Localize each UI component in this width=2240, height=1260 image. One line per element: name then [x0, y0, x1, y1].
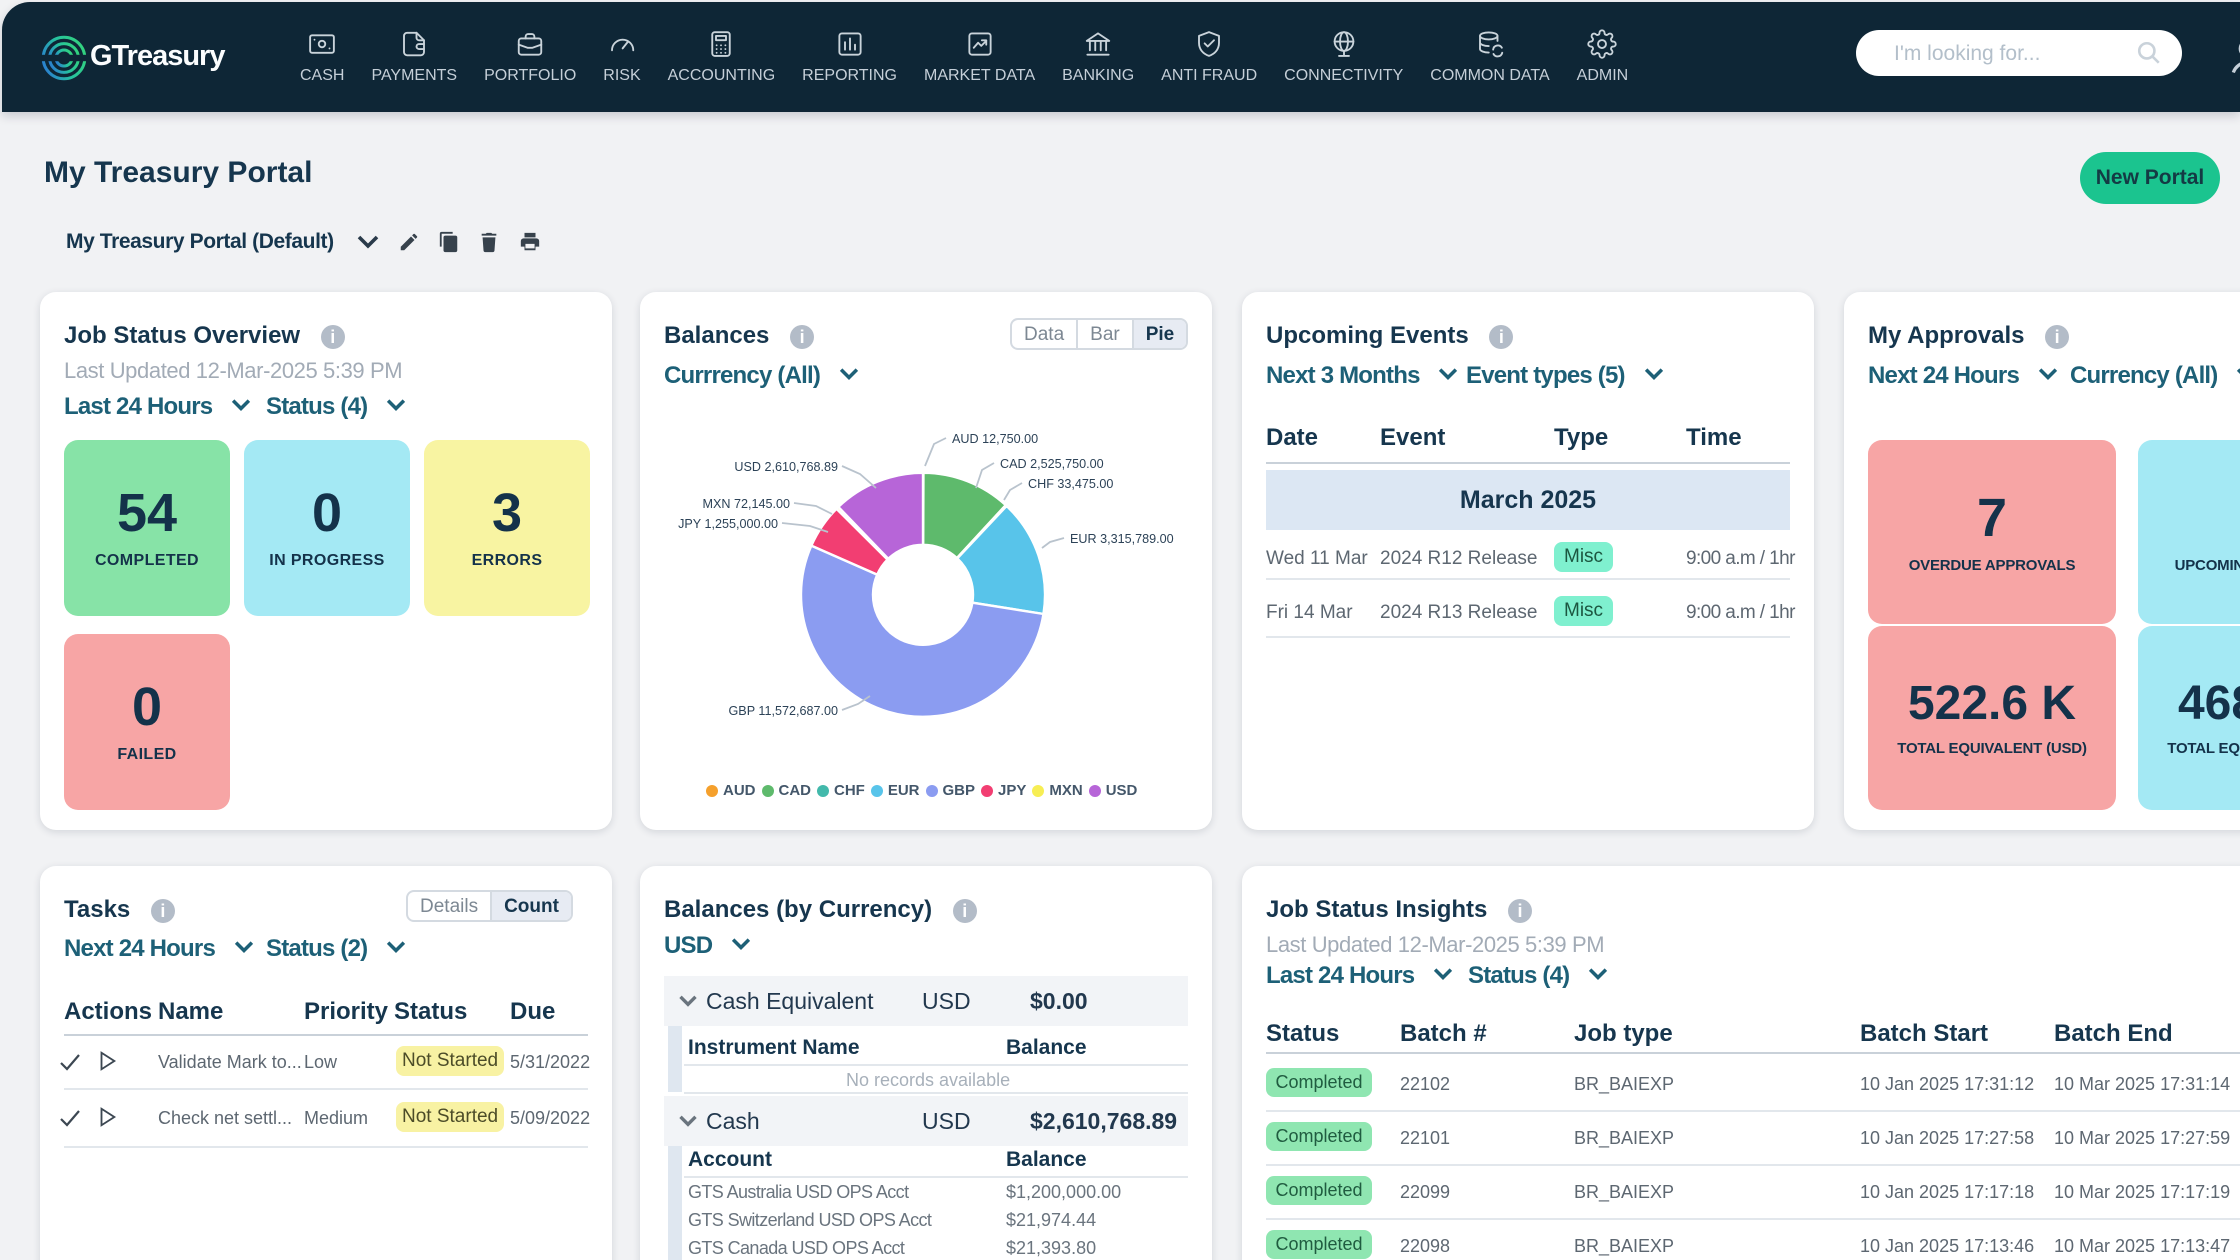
svg-text:JPY 1,255,000.00: JPY 1,255,000.00 — [678, 517, 778, 531]
svg-text:GBP 11,572,687.00: GBP 11,572,687.00 — [729, 704, 838, 718]
svg-text:CAD 2,525,750.00: CAD 2,525,750.00 — [1000, 457, 1104, 471]
svg-text:EUR 3,315,789.00: EUR 3,315,789.00 — [1070, 532, 1174, 546]
svg-text:MXN 72,145.00: MXN 72,145.00 — [702, 497, 790, 511]
svg-text:AUD 12,750.00: AUD 12,750.00 — [952, 432, 1038, 446]
svg-text:USD 2,610,768.89: USD 2,610,768.89 — [734, 460, 838, 474]
svg-text:CHF 33,475.00: CHF 33,475.00 — [1028, 477, 1113, 491]
